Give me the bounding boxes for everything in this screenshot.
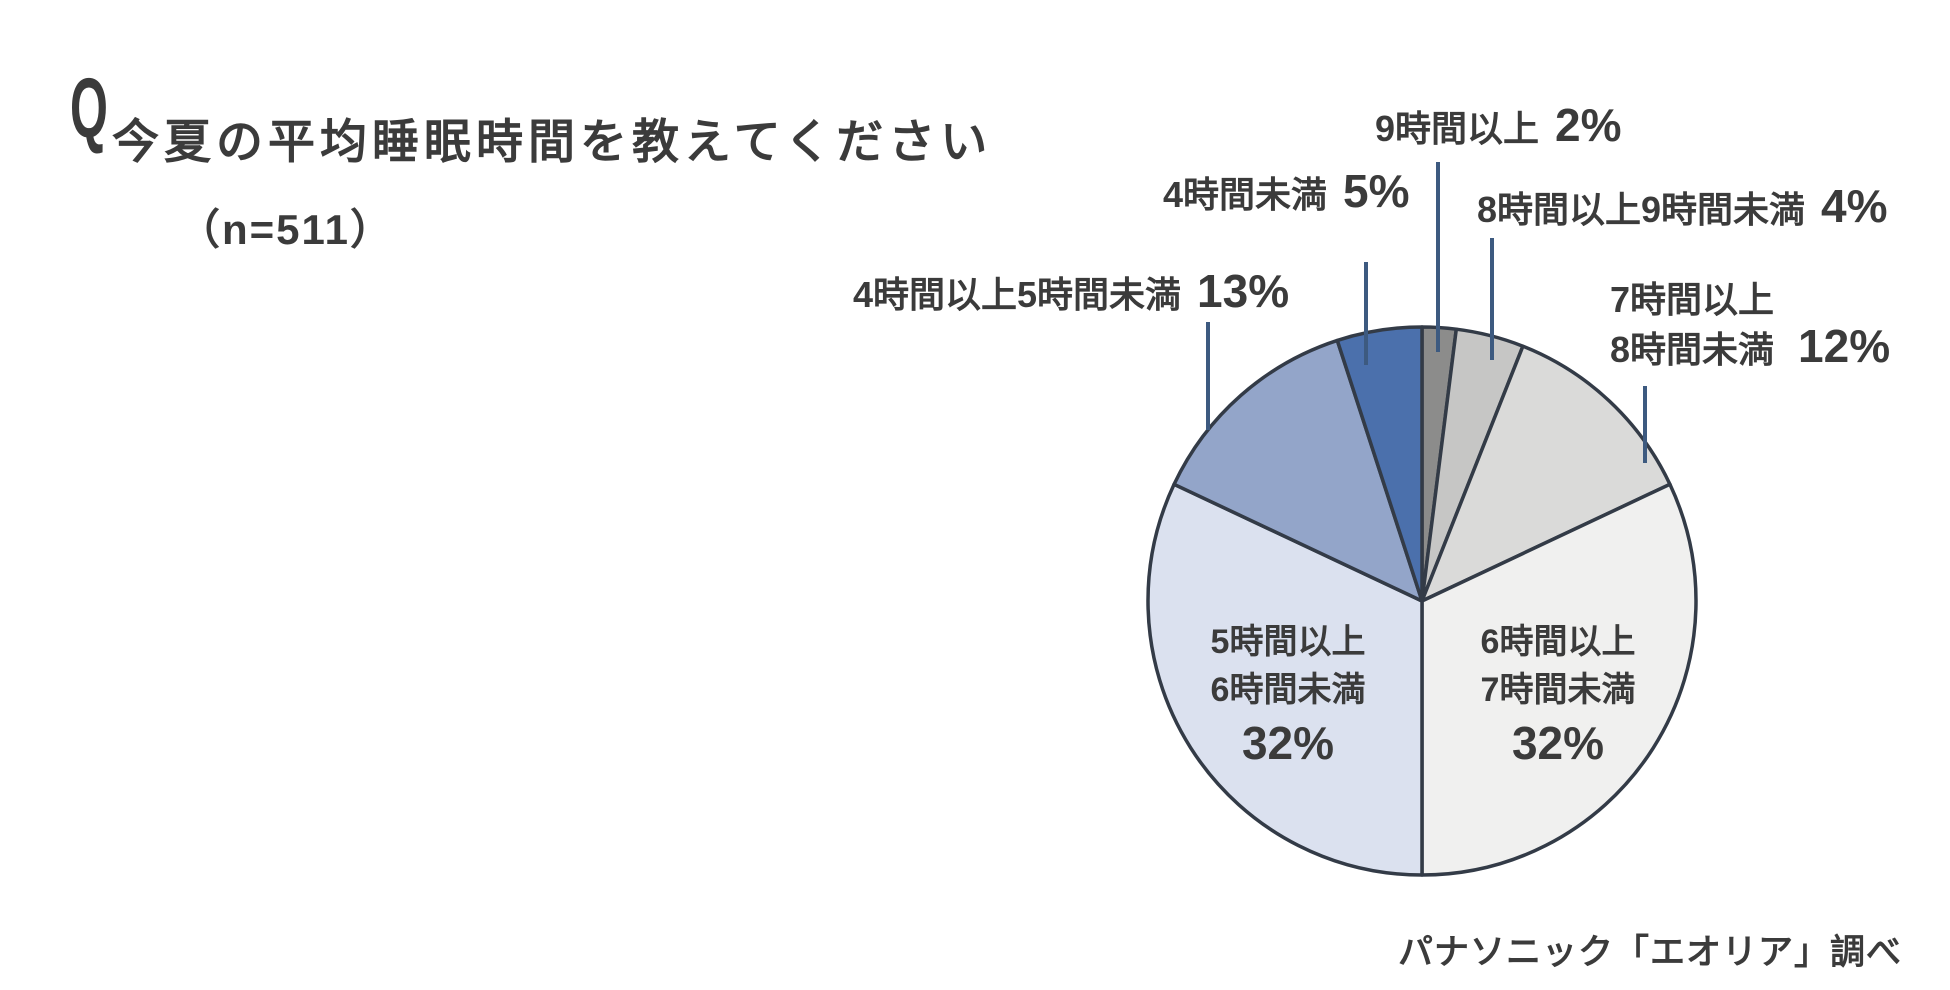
- label-9h-plus: 9時間以上 2%: [1375, 100, 1622, 151]
- question-mark-label: Q: [70, 61, 108, 155]
- label-5-6h-line2: 6時間未満: [1210, 671, 1366, 709]
- label-8-9h-percent: 4%: [1821, 180, 1888, 232]
- label-9h-plus-percent: 2%: [1555, 99, 1622, 151]
- label-4-5h: 4時間以上5時間未満 13%: [853, 266, 1289, 317]
- label-9h-plus-text: 9時間以上: [1375, 108, 1540, 149]
- label-under-4h: 4時間未満 5%: [1163, 166, 1410, 217]
- label-under-4h-text: 4時間未満: [1163, 174, 1328, 215]
- label-4-5h-text: 4時間以上5時間未満: [853, 274, 1182, 315]
- pie-slice-under-4h: [1335, 325, 1424, 603]
- pie-slice-4-5h: [1172, 338, 1424, 603]
- label-6-7h-line1: 6時間以上: [1480, 623, 1636, 661]
- label-4-5h-percent: 13%: [1197, 265, 1290, 317]
- label-8-9h-text: 8時間以上9時間未満: [1477, 189, 1806, 230]
- label-6-7h: 6時間以上 7時間未満 32%: [1481, 618, 1636, 770]
- label-5-6h: 5時間以上 6時間未満 32%: [1211, 618, 1366, 770]
- label-7-8h: 7時間以上 8時間未満 12%: [1610, 276, 1890, 373]
- label-6-7h-percent: 32%: [1511, 717, 1605, 769]
- label-7-8h-line2: 8時間未満: [1610, 329, 1775, 370]
- label-8-9h: 8時間以上9時間未満 4%: [1477, 181, 1888, 232]
- label-6-7h-line2: 7時間未満: [1480, 671, 1636, 709]
- source-credit: パナソニック「エオリア」調べ: [1397, 933, 1902, 972]
- page-title: 今夏の平均睡眠時間を教えてください: [112, 115, 993, 168]
- label-under-4h-percent: 5%: [1343, 165, 1410, 217]
- sample-size-label: （n=511）: [178, 206, 394, 253]
- label-7-8h-line1: 7時間以上: [1610, 279, 1775, 320]
- pie-slice-5-6h: [1146, 482, 1424, 877]
- pie-slice-7-8h: [1420, 344, 1672, 603]
- label-5-6h-line1: 5時間以上: [1210, 623, 1366, 661]
- label-5-6h-percent: 32%: [1241, 717, 1335, 769]
- label-7-8h-percent: 12%: [1798, 320, 1891, 372]
- pie-slice-6-7h: [1420, 482, 1698, 877]
